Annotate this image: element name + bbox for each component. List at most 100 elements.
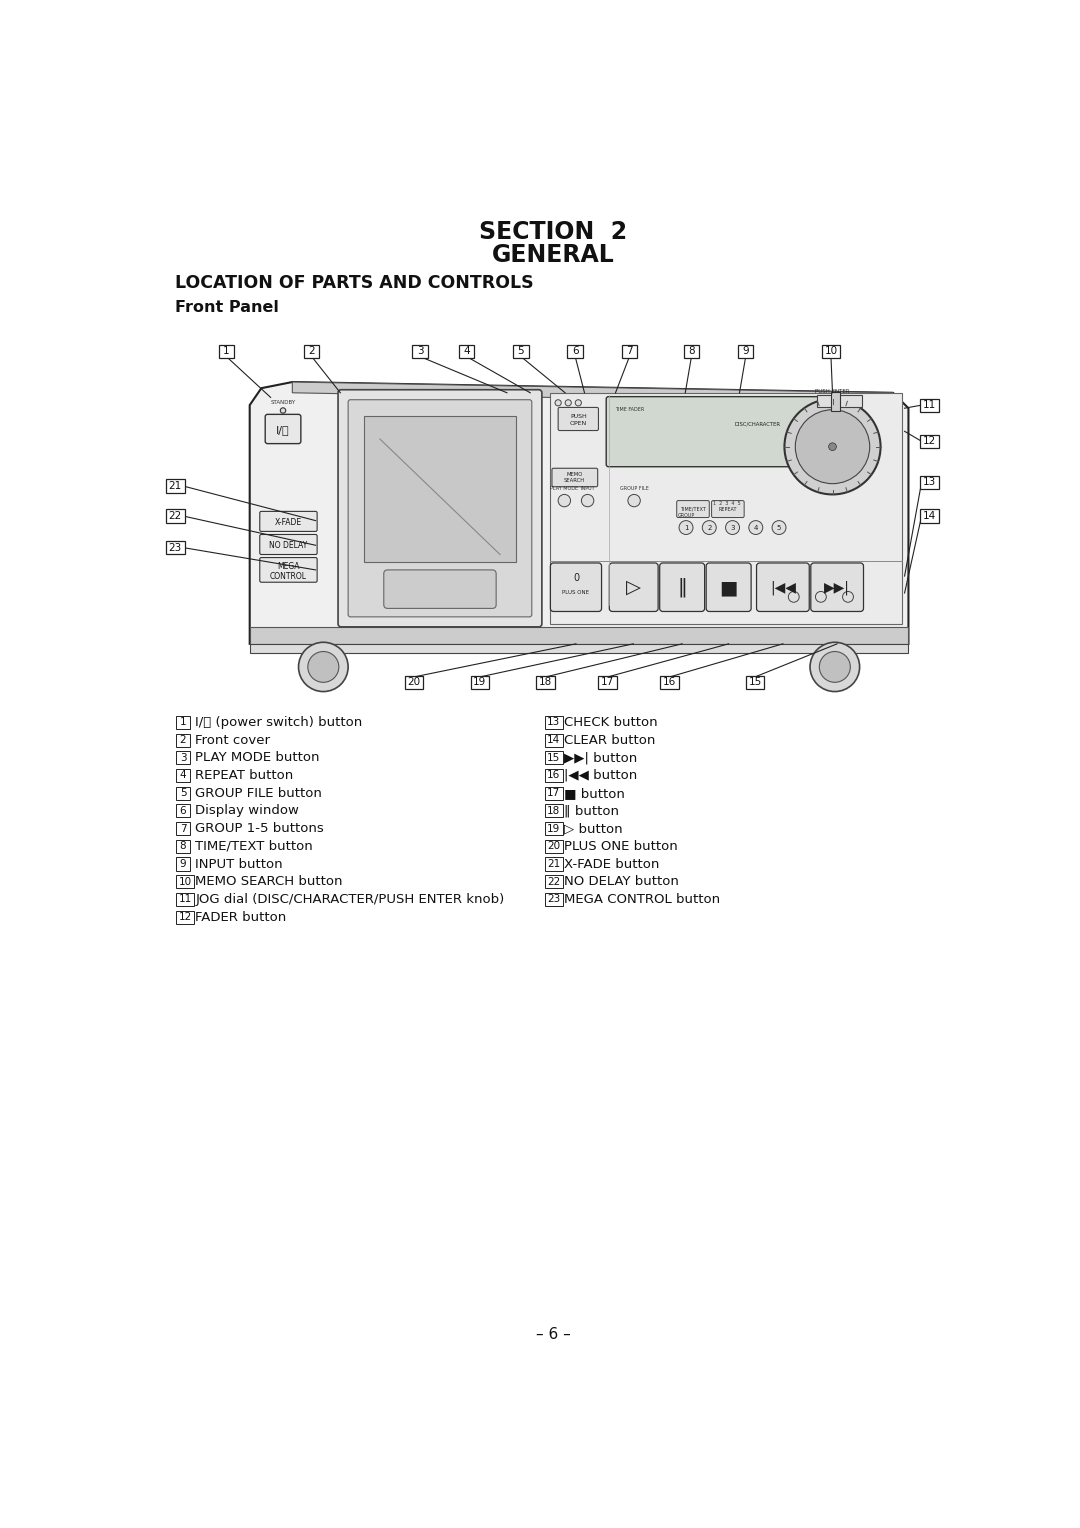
Circle shape	[788, 591, 799, 602]
FancyBboxPatch shape	[544, 752, 563, 764]
Text: NO DELAY button: NO DELAY button	[565, 876, 679, 888]
Text: 20: 20	[407, 677, 420, 688]
Circle shape	[815, 591, 826, 602]
Text: 4: 4	[463, 347, 470, 356]
FancyBboxPatch shape	[383, 570, 496, 608]
Text: DISC/CHARACTER: DISC/CHARACTER	[734, 422, 781, 426]
Text: 12: 12	[178, 912, 191, 923]
Text: 21: 21	[548, 859, 561, 869]
Circle shape	[820, 651, 850, 683]
Text: 14: 14	[548, 735, 561, 746]
Circle shape	[298, 642, 348, 692]
FancyBboxPatch shape	[218, 345, 234, 358]
FancyBboxPatch shape	[622, 345, 637, 358]
Circle shape	[679, 521, 693, 535]
Text: TIME FADER: TIME FADER	[615, 406, 644, 411]
Text: 17: 17	[548, 788, 561, 798]
Text: 7: 7	[179, 824, 187, 834]
FancyBboxPatch shape	[757, 562, 809, 611]
FancyBboxPatch shape	[513, 345, 529, 358]
FancyBboxPatch shape	[606, 397, 827, 466]
Text: ‖ button: ‖ button	[565, 804, 619, 817]
Text: 22: 22	[548, 877, 561, 886]
FancyBboxPatch shape	[405, 675, 423, 689]
Text: CHECK button: CHECK button	[565, 715, 658, 729]
FancyBboxPatch shape	[544, 822, 563, 836]
FancyBboxPatch shape	[661, 675, 679, 689]
Text: PLUS ONE button: PLUS ONE button	[565, 840, 678, 853]
Text: PLUS ONE: PLUS ONE	[563, 590, 590, 596]
Text: X-FADE button: X-FADE button	[565, 857, 660, 871]
FancyBboxPatch shape	[544, 857, 563, 871]
Text: 11: 11	[178, 894, 191, 905]
Text: 5: 5	[777, 524, 781, 530]
Circle shape	[842, 591, 853, 602]
Text: SECTION  2: SECTION 2	[480, 220, 627, 244]
FancyBboxPatch shape	[459, 345, 474, 358]
Text: 9: 9	[742, 347, 750, 356]
FancyBboxPatch shape	[260, 512, 318, 532]
Circle shape	[576, 400, 581, 406]
Circle shape	[555, 400, 562, 406]
FancyBboxPatch shape	[920, 509, 939, 523]
Text: LOCATION OF PARTS AND CONTROLS: LOCATION OF PARTS AND CONTROLS	[175, 274, 534, 292]
Text: 9: 9	[179, 859, 187, 869]
Text: 13: 13	[922, 477, 936, 487]
FancyBboxPatch shape	[176, 822, 190, 836]
Text: CONTROL: CONTROL	[270, 571, 307, 581]
Text: 21: 21	[168, 481, 181, 490]
Text: I/⏽ (power switch) button: I/⏽ (power switch) button	[195, 715, 363, 729]
FancyBboxPatch shape	[920, 475, 939, 489]
Text: STANDBY: STANDBY	[270, 400, 296, 405]
Text: |◀◀ button: |◀◀ button	[565, 769, 637, 782]
Text: OPEN: OPEN	[569, 420, 586, 425]
FancyBboxPatch shape	[176, 911, 194, 924]
Text: ▷: ▷	[625, 578, 640, 597]
FancyBboxPatch shape	[544, 892, 563, 906]
Text: GROUP: GROUP	[677, 513, 694, 518]
FancyBboxPatch shape	[684, 345, 699, 358]
Text: X-FADE: X-FADE	[275, 518, 302, 527]
Circle shape	[627, 495, 640, 507]
FancyBboxPatch shape	[303, 345, 320, 358]
Text: Display window: Display window	[195, 804, 299, 817]
Text: 23: 23	[548, 894, 561, 905]
Text: 16: 16	[548, 770, 561, 781]
FancyBboxPatch shape	[166, 541, 185, 555]
Text: 16: 16	[663, 677, 676, 688]
Circle shape	[281, 408, 286, 413]
Bar	[831, 393, 840, 411]
Text: Front Panel: Front Panel	[175, 301, 279, 315]
FancyBboxPatch shape	[609, 562, 658, 611]
Text: PLAY MODE button: PLAY MODE button	[195, 752, 320, 764]
FancyBboxPatch shape	[660, 562, 704, 611]
Text: FADER button: FADER button	[195, 911, 286, 923]
Circle shape	[702, 521, 716, 535]
Bar	[551, 393, 902, 623]
Text: 1: 1	[224, 347, 230, 356]
Text: 23: 23	[168, 542, 181, 553]
FancyBboxPatch shape	[544, 769, 563, 782]
Text: 1: 1	[684, 524, 688, 530]
Text: TIME/TEXT: TIME/TEXT	[680, 507, 706, 512]
Text: NO DELAY: NO DELAY	[269, 541, 308, 550]
FancyBboxPatch shape	[822, 345, 840, 358]
FancyBboxPatch shape	[176, 787, 190, 799]
Text: 10: 10	[824, 347, 837, 356]
Text: PUSH: PUSH	[570, 414, 586, 419]
Text: 7: 7	[626, 347, 633, 356]
FancyBboxPatch shape	[176, 733, 190, 747]
Text: GENERAL: GENERAL	[492, 243, 615, 267]
FancyBboxPatch shape	[551, 562, 602, 611]
Text: 3: 3	[179, 753, 187, 762]
Text: 2: 2	[707, 524, 712, 530]
Text: 1: 1	[179, 717, 187, 727]
Text: 8: 8	[179, 842, 187, 851]
FancyBboxPatch shape	[567, 345, 583, 358]
Text: GROUP 1-5 buttons: GROUP 1-5 buttons	[195, 822, 324, 836]
FancyBboxPatch shape	[176, 840, 190, 853]
Text: MEGA: MEGA	[278, 562, 300, 571]
Text: 10: 10	[178, 877, 191, 886]
FancyBboxPatch shape	[176, 715, 190, 729]
Text: MEMO
SEARCH: MEMO SEARCH	[564, 472, 585, 483]
